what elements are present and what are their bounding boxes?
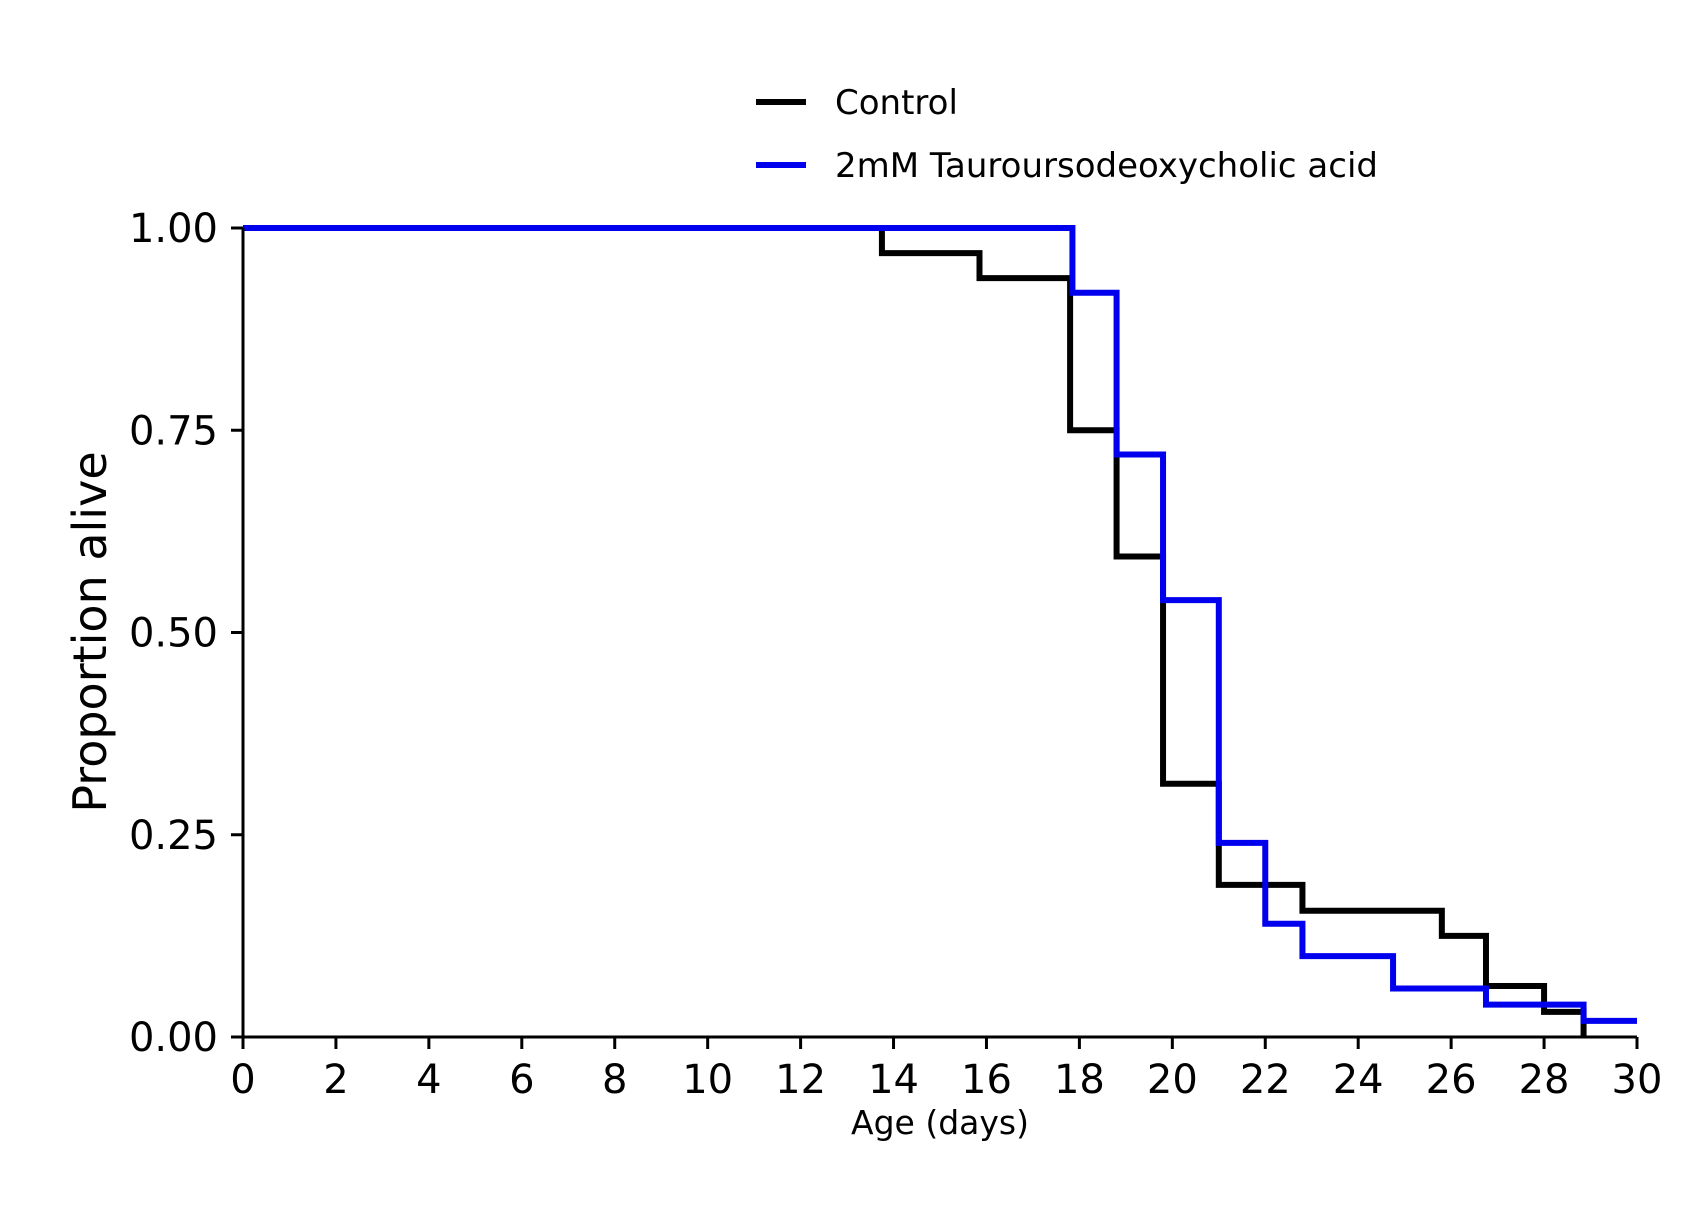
legend-label-tudca: 2mM Tauroursodeoxycholic acid bbox=[835, 146, 1378, 186]
x-tick-label: 14 bbox=[868, 1057, 919, 1103]
x-tick-label: 20 bbox=[1147, 1057, 1198, 1103]
x-axis-ticks: 0 2 4 6 8 10 12 14 16 18 20 22 24 26 28 30 bbox=[230, 1037, 1662, 1103]
x-tick-label: 16 bbox=[961, 1057, 1012, 1103]
x-tick-label: 6 bbox=[509, 1057, 534, 1103]
y-tick-label: 0.75 bbox=[129, 408, 218, 454]
x-axis-title: Age (days) bbox=[851, 1103, 1029, 1142]
x-tick-label: 12 bbox=[775, 1057, 826, 1103]
y-tick-label: 0.00 bbox=[129, 1015, 218, 1061]
y-tick-label: 0.25 bbox=[129, 813, 218, 859]
x-tick-label: 0 bbox=[230, 1057, 255, 1103]
x-tick-label: 24 bbox=[1333, 1057, 1384, 1103]
y-tick-label: 0.50 bbox=[129, 611, 218, 657]
x-tick-label: 4 bbox=[416, 1057, 441, 1103]
y-axis-title: Proportion alive bbox=[63, 451, 117, 812]
x-tick-label: 2 bbox=[323, 1057, 348, 1103]
x-tick-label: 10 bbox=[682, 1057, 733, 1103]
legend: Control 2mM Tauroursodeoxycholic acid bbox=[756, 83, 1378, 186]
legend-label-control: Control bbox=[835, 83, 958, 123]
y-axis-ticks: 0.00 0.25 0.50 0.75 1.00 bbox=[129, 206, 243, 1061]
x-tick-label: 30 bbox=[1612, 1057, 1663, 1103]
y-tick-label: 1.00 bbox=[129, 206, 218, 252]
x-tick-label: 26 bbox=[1426, 1057, 1477, 1103]
series-layer bbox=[243, 225, 1637, 1037]
x-tick-label: 22 bbox=[1240, 1057, 1291, 1103]
control-survival-curve bbox=[243, 225, 1587, 1037]
x-tick-label: 8 bbox=[602, 1057, 627, 1103]
tudca-survival-curve bbox=[243, 225, 1637, 1024]
x-tick-label: 18 bbox=[1054, 1057, 1105, 1103]
x-tick-label: 28 bbox=[1519, 1057, 1570, 1103]
